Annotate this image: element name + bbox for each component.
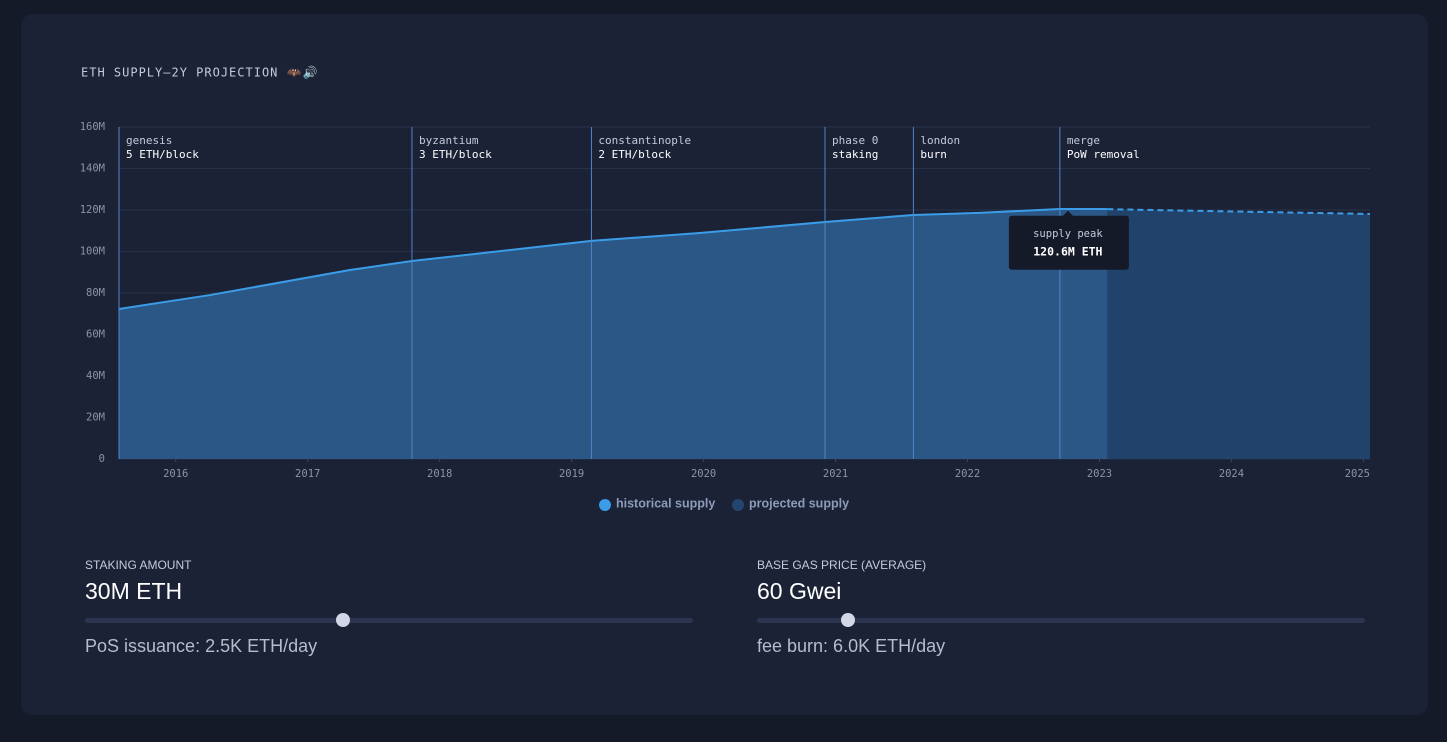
event-label: merge	[1067, 134, 1100, 147]
control-label: BASE GAS PRICE (AVERAGE)	[757, 558, 927, 572]
event-detail: 5 ETH/block	[126, 148, 199, 161]
event-label: constantinople	[598, 134, 691, 147]
tooltip	[1008, 215, 1129, 270]
event-detail: 3 ETH/block	[419, 148, 492, 161]
tooltip-title: supply peak	[1033, 228, 1103, 240]
y-tick-label: 120M	[80, 204, 105, 216]
event-detail: burn	[920, 148, 947, 161]
y-tick-label: 100M	[80, 246, 105, 258]
area	[1107, 209, 1370, 459]
x-tick-label: 2019	[559, 468, 584, 480]
control-value: 30M ETH	[85, 578, 183, 604]
control-note: PoS issuance: 2.5K ETH/day	[85, 636, 318, 656]
x-tick-label: 2021	[823, 468, 848, 480]
slider-thumb[interactable]	[336, 613, 350, 627]
tooltip-pointer	[1061, 210, 1074, 217]
control-value: 60 Gwei	[757, 578, 842, 604]
x-tick-label: 2025	[1345, 468, 1370, 480]
event-label: byzantium	[419, 134, 479, 147]
event-detail: PoW removal	[1067, 148, 1140, 161]
area	[119, 208, 1108, 459]
control-note: fee burn: 6.0K ETH/day	[757, 636, 946, 656]
y-tick-label: 160M	[80, 121, 105, 133]
y-tick-label: 20M	[86, 412, 105, 424]
slider-track[interactable]	[85, 618, 693, 623]
chart-title: ETH SUPPLY—2Y PROJECTION 🦇🔊	[81, 65, 319, 80]
legend-label: historical supply	[616, 496, 715, 510]
x-tick-label: 2023	[1087, 468, 1112, 480]
x-tick-label: 2016	[163, 468, 188, 480]
y-tick-label: 80M	[86, 287, 105, 299]
x-tick-label: 2017	[295, 468, 320, 480]
legend-marker	[732, 499, 744, 511]
y-tick-label: 40M	[86, 370, 105, 382]
slider-thumb[interactable]	[841, 613, 855, 627]
x-tick-label: 2022	[955, 468, 980, 480]
event-label: london	[920, 134, 960, 147]
legend-marker	[599, 499, 611, 511]
y-tick-label: 0	[99, 453, 105, 465]
y-tick-label: 140M	[80, 163, 105, 175]
event-detail: 2 ETH/block	[598, 148, 671, 161]
event-detail: staking	[832, 148, 878, 161]
line	[1107, 208, 1371, 215]
line	[118, 207, 1108, 310]
event-label: genesis	[126, 134, 172, 147]
slider-track[interactable]	[757, 618, 1365, 623]
tooltip-value: 120.6M ETH	[1033, 244, 1102, 258]
control-label: STAKING AMOUNT	[85, 558, 192, 572]
y-tick-label: 60M	[86, 329, 105, 341]
legend-label: projected supply	[749, 496, 849, 510]
x-tick-label: 2018	[427, 468, 452, 480]
x-tick-label: 2024	[1219, 468, 1244, 480]
event-label: phase 0	[832, 134, 878, 147]
x-tick-label: 2020	[691, 468, 716, 480]
